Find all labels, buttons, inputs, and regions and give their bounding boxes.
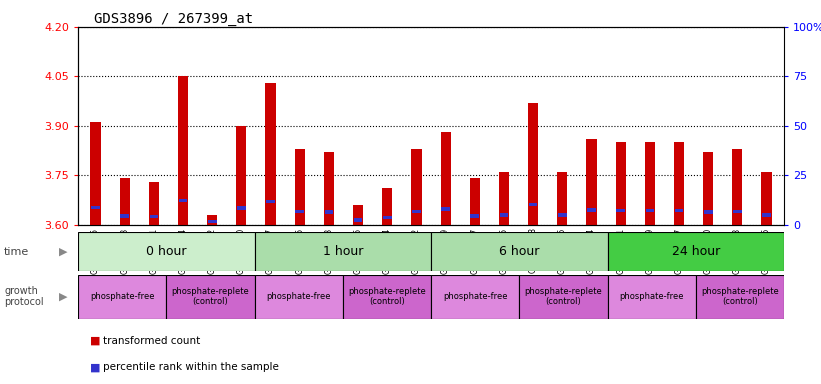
Bar [255,275,343,319]
Bar [441,132,451,225]
Bar [500,213,508,217]
Bar [431,232,608,271]
Bar [179,199,187,202]
Text: 6 hour: 6 hour [499,245,539,258]
Bar [354,218,362,222]
Bar [441,207,450,211]
Bar [431,275,519,319]
Bar [557,172,567,225]
Bar [383,216,392,219]
Bar [761,172,772,225]
Bar [733,210,741,213]
Text: percentile rank within the sample: percentile rank within the sample [103,362,278,372]
Text: GDS3896 / 267399_at: GDS3896 / 267399_at [94,12,254,25]
Bar [121,214,129,218]
Text: phosphate-free: phosphate-free [443,292,507,301]
Bar [178,76,188,225]
Bar [703,152,713,225]
Bar [382,189,392,225]
Text: 24 hour: 24 hour [672,245,720,258]
Text: phosphate-replete
(control): phosphate-replete (control) [701,287,779,306]
Bar [558,213,566,217]
Text: time: time [4,247,30,257]
Text: ■: ■ [90,336,101,346]
Bar [78,232,255,271]
Bar [675,209,683,212]
Text: ■: ■ [90,362,101,372]
Bar [78,275,166,319]
Bar [91,206,100,209]
Bar [470,179,480,225]
Bar [762,213,771,217]
Bar [587,208,596,212]
Bar [353,205,363,225]
Text: ▶: ▶ [59,291,67,302]
Bar [120,179,130,225]
Text: phosphate-free: phosphate-free [619,292,684,301]
Bar [412,210,421,213]
Bar [237,206,245,210]
Text: phosphate-replete
(control): phosphate-replete (control) [348,287,426,306]
Bar [411,149,421,225]
Bar [470,214,479,218]
Bar [608,232,784,271]
Bar [645,209,654,212]
Bar [695,275,784,319]
Bar [608,275,696,319]
Bar [295,149,305,225]
Text: 1 hour: 1 hour [323,245,363,258]
Bar [166,275,255,319]
Text: 0 hour: 0 hour [146,245,186,258]
Bar [323,152,334,225]
Bar [90,122,101,225]
Bar [236,126,246,225]
Bar [207,215,218,225]
Text: ▶: ▶ [59,247,67,257]
Bar [704,210,713,214]
Bar [732,149,742,225]
Bar [674,142,684,225]
Text: transformed count: transformed count [103,336,200,346]
Bar [343,275,431,319]
Bar [529,203,538,206]
Bar [519,275,608,319]
Bar [528,103,539,225]
Text: growth
protocol: growth protocol [4,286,44,308]
Bar [644,142,655,225]
Bar [149,182,159,225]
Bar [617,209,625,212]
Bar [586,139,597,225]
Text: phosphate-free: phosphate-free [266,292,331,301]
Bar [255,232,431,271]
Bar [208,220,217,223]
Bar [296,210,304,213]
Bar [499,172,509,225]
Text: phosphate-replete
(control): phosphate-replete (control) [172,287,250,306]
Bar [265,83,276,225]
Bar [616,142,626,225]
Bar [149,215,158,218]
Text: phosphate-free: phosphate-free [89,292,154,301]
Text: phosphate-replete
(control): phosphate-replete (control) [525,287,603,306]
Bar [266,200,275,204]
Bar [324,210,333,214]
